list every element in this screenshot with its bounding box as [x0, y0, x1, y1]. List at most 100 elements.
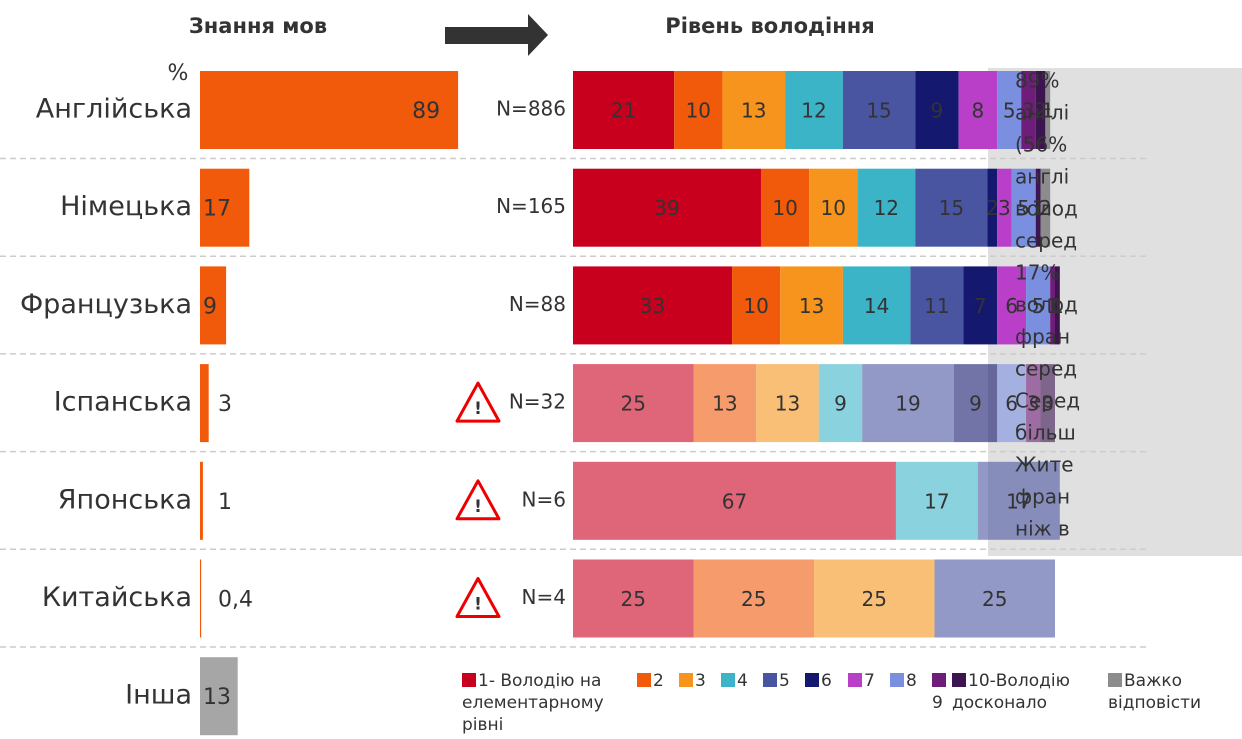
legend-swatch — [952, 673, 966, 687]
warning-icon — [455, 381, 501, 423]
segment-label: 6 — [1005, 392, 1018, 416]
segment-label: 9 — [931, 99, 944, 123]
category-label: Французька — [20, 289, 192, 320]
bar — [200, 461, 203, 540]
legend-label: 1- Володію на елементарному рівні — [462, 671, 604, 735]
segment-label: 3 — [1041, 392, 1054, 416]
segment — [573, 71, 675, 149]
legend-item: 10-Володію досконало — [952, 670, 1082, 714]
segment-label: 6 — [1005, 294, 1018, 318]
legend-item: Важко відповісти — [1108, 670, 1242, 714]
segment — [722, 71, 786, 149]
warning-mark: ! — [474, 399, 482, 419]
segment — [963, 266, 998, 345]
note-line: фран — [1015, 325, 1070, 349]
segment — [1040, 364, 1055, 443]
note-line: волод — [1015, 197, 1078, 221]
segment — [780, 266, 843, 345]
warning-mark: ! — [474, 595, 482, 615]
segment-label: 25 — [741, 587, 766, 611]
legend-swatch — [462, 673, 476, 687]
segment-label: 25 — [862, 587, 887, 611]
segment — [915, 71, 959, 149]
bar — [200, 657, 238, 736]
note-line: серед — [1015, 357, 1077, 381]
unit-label: % — [168, 61, 189, 86]
segment — [573, 559, 694, 638]
legend-item: 9 — [932, 670, 954, 714]
note-line: більш — [1015, 421, 1076, 445]
legend-label: Важко відповісти — [1108, 671, 1202, 713]
row-label: N=6 — [522, 487, 566, 511]
value-label: 13 — [203, 685, 231, 710]
segment — [785, 71, 843, 149]
segment-label: 25 — [982, 587, 1007, 611]
left-title: Знання мов — [189, 14, 327, 38]
segment-label: 14 — [864, 294, 889, 318]
segment — [997, 266, 1027, 345]
segment-label: 3 — [998, 196, 1011, 220]
segment — [693, 364, 757, 443]
segment — [842, 266, 911, 345]
segment — [1055, 266, 1060, 345]
segment-label: 5 — [1003, 99, 1016, 123]
segment-label: 10 — [686, 99, 711, 123]
segment-label: 9 — [834, 392, 847, 416]
row-label: N=886 — [496, 97, 566, 121]
category-label: Китайська — [42, 582, 192, 613]
segment — [1035, 71, 1046, 149]
segment — [997, 168, 1012, 247]
row-label: N=88 — [509, 292, 566, 316]
segment — [573, 364, 694, 443]
note-line: волод — [1015, 293, 1078, 317]
segment-label: 67 — [722, 489, 747, 513]
legend-item: 1- Володію на елементарному рівні — [462, 670, 627, 736]
note-line: 89% — [1015, 69, 1059, 93]
note-line: ніж в — [1015, 517, 1070, 541]
legend-label: 5 — [779, 671, 790, 691]
segment-label: 1 — [1051, 294, 1064, 318]
segment — [732, 266, 781, 345]
segment-label: 19 — [895, 392, 920, 416]
value-label: 1 — [218, 490, 232, 515]
segment-label: 8 — [972, 99, 985, 123]
legend-label: 4 — [737, 671, 748, 691]
warning-icon — [455, 479, 501, 521]
segment-label: 9 — [969, 392, 982, 416]
note-line: серед — [1015, 229, 1077, 253]
legend-item: 8 — [890, 670, 930, 692]
legend-swatch — [637, 673, 651, 687]
legend-item: 4 — [721, 670, 761, 692]
segment — [934, 559, 1055, 638]
bar — [200, 364, 209, 443]
note-line: англі — [1015, 101, 1069, 125]
segment-label: 5 — [1017, 196, 1030, 220]
segment-label: 5 — [1032, 294, 1045, 318]
segment-label: 13 — [741, 99, 766, 123]
segment — [818, 364, 863, 443]
value-label: 17 — [203, 197, 231, 222]
legend-label: 6 — [821, 671, 832, 691]
segment-label: 7 — [974, 294, 987, 318]
segment-label: 39 — [654, 196, 679, 220]
segment — [977, 461, 1060, 540]
legend-swatch — [1108, 673, 1122, 687]
segment — [953, 364, 998, 443]
row-label: N=4 — [522, 585, 566, 609]
category-label: Інша — [125, 680, 192, 711]
segment — [997, 364, 1027, 443]
category-label: Англійська — [36, 94, 192, 125]
legend-item: 7 — [848, 670, 888, 692]
row-label: N=32 — [509, 390, 566, 414]
segment — [693, 559, 814, 638]
legend-item: 3 — [679, 670, 719, 692]
bar — [200, 266, 227, 345]
note-line: фран — [1015, 485, 1070, 509]
segment — [809, 168, 858, 247]
segment-label: 3 — [1022, 99, 1035, 123]
legend-label: 10-Володію досконало — [952, 671, 1070, 713]
category-label: Іспанська — [54, 387, 192, 418]
segment — [857, 168, 916, 247]
segment — [842, 71, 916, 149]
